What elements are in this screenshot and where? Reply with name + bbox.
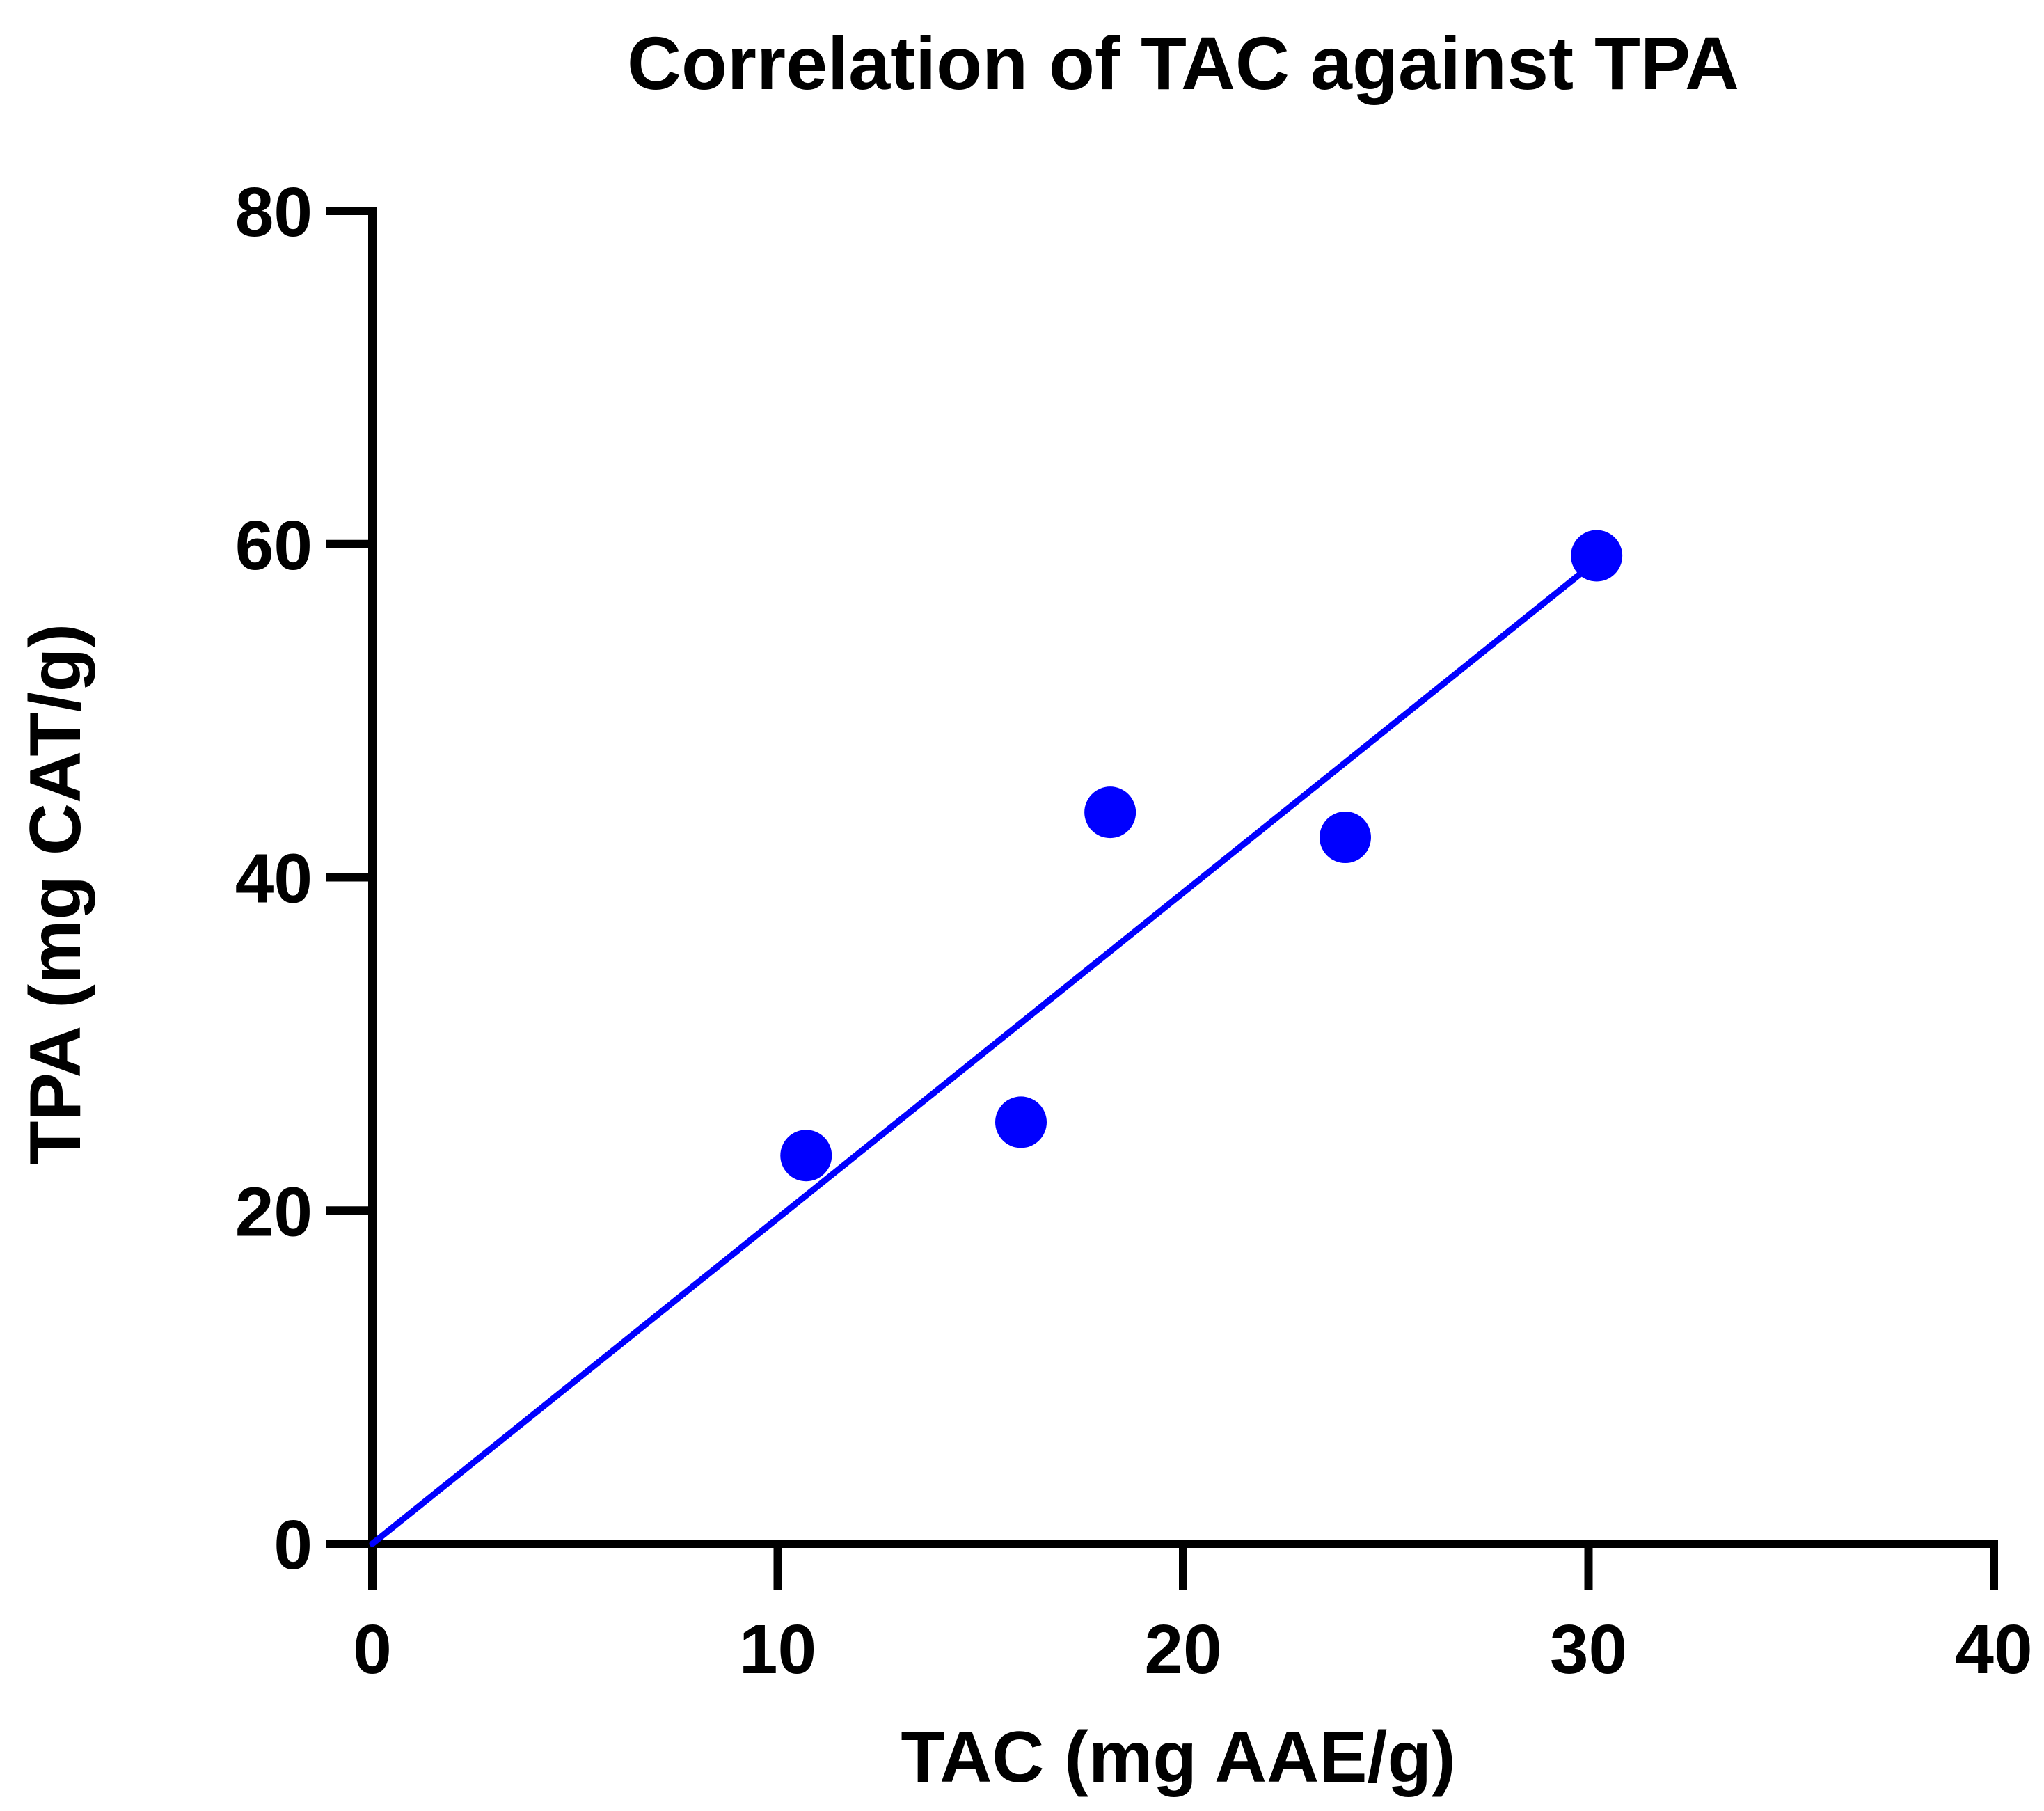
y-tick-label: 80 [235,173,312,251]
y-axis-label: TPA (mg CAT/g) [15,624,96,1165]
data-point [1320,812,1371,864]
chart-title: Correlation of TAC against TPA [627,21,1739,105]
y-tick-label: 40 [235,840,312,918]
x-axis-label: TAC (mg AAE/g) [901,1717,1455,1798]
data-point [780,1130,832,1182]
axes [368,207,1998,1548]
x-tick-label: 0 [353,1611,392,1689]
fit-line [369,557,1600,1547]
data-point [995,1096,1047,1148]
y-tick-label: 0 [274,1506,312,1584]
data-points [780,530,1623,1182]
data-point [1084,786,1136,839]
fit-line-group [369,557,1600,1547]
x-tick-label: 30 [1550,1611,1627,1689]
y-tick-label: 20 [235,1173,312,1251]
x-tick-label: 40 [1955,1611,2032,1689]
axis-ticks: 0 20 40 60 80 0 10 20 30 40 [235,173,2033,1689]
y-tick-label: 60 [235,507,312,585]
x-tick-label: 10 [739,1611,816,1689]
data-point [1571,530,1623,582]
x-tick-label: 20 [1144,1611,1221,1689]
